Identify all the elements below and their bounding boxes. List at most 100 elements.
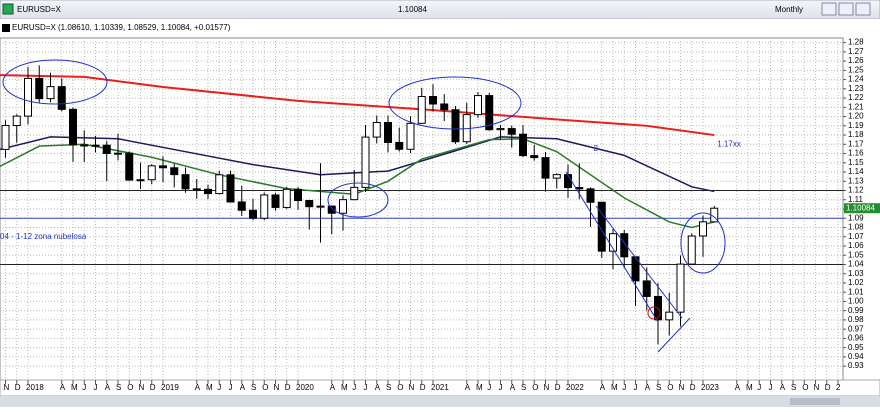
x-tick-label: J (757, 383, 761, 392)
candle-body (485, 95, 494, 131)
y-tick-label: 1.13 (848, 176, 864, 185)
y-tick-label: 0.93 (848, 361, 864, 370)
y-tick-label: 1.09 (848, 213, 864, 222)
y-tick-label: 1.25 (848, 65, 864, 74)
candle-body (361, 136, 370, 188)
x-tick-label: A (330, 383, 336, 392)
y-tick-label: 1.05 (848, 250, 864, 259)
x-tick-label: A (375, 383, 381, 392)
y-tick-label: 1.07 (848, 232, 864, 241)
y-tick-label: 0.97 (848, 324, 864, 333)
candle-body (586, 188, 595, 203)
candle-body (147, 165, 156, 181)
x-tick-label: N (679, 383, 685, 392)
candle-body (181, 174, 190, 190)
candle-body (519, 133, 527, 157)
last-price-box (844, 203, 880, 214)
scroll-bar[interactable] (0, 396, 880, 407)
x-tick-label: O (262, 383, 268, 392)
y-tick-label: 1.02 (848, 278, 864, 287)
annotation: 2 (594, 144, 599, 153)
x-tick-label: 2019 (161, 383, 179, 392)
candle-body (80, 144, 89, 147)
candle-body (530, 155, 539, 159)
y-tick-label: 1.20 (848, 112, 864, 121)
candle-body (35, 77, 44, 100)
candle-body (440, 103, 449, 111)
x-tick-label: O (127, 383, 133, 392)
trend-line (595, 205, 683, 319)
interval: Monthly (775, 5, 803, 14)
candle-body (125, 152, 134, 181)
drawn-ellipse (680, 212, 726, 274)
annotation: 1.17xx (717, 139, 741, 148)
annotation: 04 - 1-12 zona nubelosa (0, 232, 87, 241)
x-tick-label: S (116, 383, 121, 392)
x-tick-label: A (600, 383, 606, 392)
candle-body (237, 201, 246, 211)
y-tick-label: 1.01 (848, 287, 864, 296)
candle-body (496, 128, 505, 131)
candle-body (474, 95, 482, 116)
x-tick-label: M (71, 383, 78, 392)
y-tick-label: 1.14 (848, 167, 864, 176)
candle-body (395, 141, 404, 150)
x-tick-label: O (397, 383, 403, 392)
x-tick-label: A (510, 383, 516, 392)
candle-body (541, 157, 550, 179)
x-tick-label: A (465, 383, 471, 392)
close-button[interactable] (855, 2, 871, 16)
y-tick-label: 1.06 (848, 241, 864, 250)
maximize-button[interactable] (838, 2, 854, 16)
candle-body (46, 86, 55, 100)
minimize-button[interactable] (821, 2, 837, 16)
y-tick-label: 1.17 (848, 139, 864, 148)
x-tick-label: J (364, 383, 368, 392)
x-tick-label: D (420, 383, 426, 392)
window-title: EURUSD=X (17, 5, 61, 14)
x-tick-label: 2 (836, 383, 841, 392)
x-tick-label: N (814, 383, 820, 392)
legend: EURUSD=X (1.08610, 1.10339, 1.08529, 1.1… (12, 23, 231, 32)
moving-average (0, 74, 715, 137)
y-tick-label: 0.99 (848, 306, 864, 315)
candle-body (170, 167, 179, 176)
x-tick-label: J (352, 383, 356, 392)
y-tick-label: 1.19 (848, 121, 864, 130)
x-tick-label: A (105, 383, 111, 392)
y-tick-label: 1.24 (848, 75, 864, 84)
x-tick-label: M (746, 383, 753, 392)
candle-body (451, 109, 460, 143)
scroll-thumb[interactable] (790, 398, 840, 405)
y-tick-label: 1.12 (848, 186, 864, 195)
candle-body (305, 199, 314, 208)
y-tick-label: 1.18 (848, 130, 864, 139)
x-tick-label: 2018 (26, 383, 44, 392)
x-tick-label: N (4, 383, 10, 392)
y-tick-label: 1.15 (848, 158, 864, 167)
x-tick-label: J (82, 383, 86, 392)
candle-body (699, 221, 707, 237)
y-tick-label: 1.21 (848, 102, 864, 111)
x-tick-label: S (386, 383, 391, 392)
x-tick-label: 2021 (431, 383, 449, 392)
header-price: 1.10084 (398, 5, 427, 14)
legend-swatch (2, 24, 10, 32)
candle-body (204, 188, 212, 195)
x-tick-label: O (802, 383, 808, 392)
app-icon (2, 3, 14, 15)
trend-line (657, 317, 691, 353)
x-tick-label: D (150, 383, 156, 392)
candle-body (552, 174, 561, 179)
candle-body (102, 144, 111, 154)
candle-body (271, 194, 280, 208)
candle-body (226, 174, 235, 203)
x-tick-label: N (274, 383, 280, 392)
y-tick-label: 0.98 (848, 315, 864, 324)
x-tick-label: S (656, 383, 661, 392)
x-tick-label: J (769, 383, 773, 392)
candle-body (339, 199, 347, 214)
candle-body (642, 280, 651, 297)
x-tick-label: O (667, 383, 673, 392)
last-price-label: 1.10084 (846, 203, 875, 212)
